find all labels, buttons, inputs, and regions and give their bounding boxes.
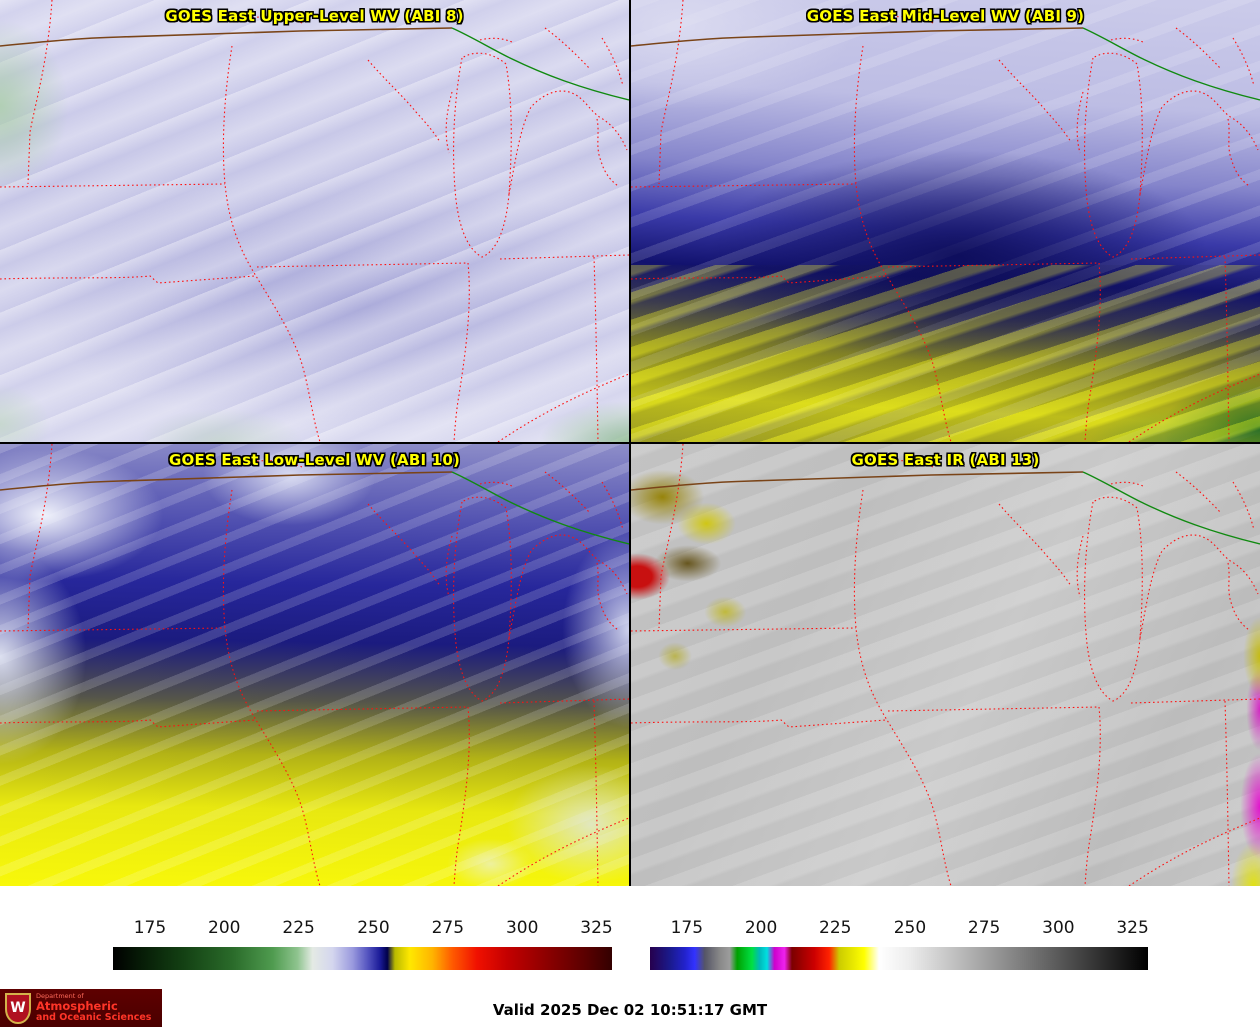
panel-title-upper-wv: GOES East Upper-Level WV (ABI 8) <box>165 7 464 25</box>
colorbar-tick: 300 <box>1042 918 1075 938</box>
panel-title-mid-wv: GOES East Mid-Level WV (ABI 9) <box>806 7 1085 25</box>
colorbar-tick: 225 <box>819 918 852 938</box>
colorbar-tick: 250 <box>357 918 390 938</box>
colorbar-tick: 275 <box>431 918 465 938</box>
logo-dept-line: Department of <box>36 992 84 1001</box>
uw-crest-icon: W <box>5 992 31 1024</box>
colorbar-tick: 325 <box>580 918 613 938</box>
colorbar-tick: 325 <box>1116 918 1149 938</box>
legend-area: 175 200 225 250 275 300 325 175 200 225 … <box>0 886 1260 1027</box>
colorbar-tick: 175 <box>133 918 167 938</box>
uw-aos-logo: W Department of Atmospheric and Oceanic … <box>0 989 162 1027</box>
wv-colorbar-ticks: 175 200 225 250 275 300 325 <box>113 916 613 944</box>
state-borders-overlay <box>631 0 1260 442</box>
ir-colorbar <box>650 947 1148 970</box>
ir-colorbar-block: 175 200 225 250 275 300 325 <box>650 916 1149 974</box>
valid-timestamp: Valid 2025 Dec 02 10:51:17 GMT <box>492 1001 768 1019</box>
state-borders-overlay <box>0 0 629 442</box>
panel-title-ir: GOES East IR (ABI 13) <box>851 451 1040 469</box>
wv-colorbar-block: 175 200 225 250 275 300 325 <box>113 916 613 974</box>
uw-aos-logo-text: Department of Atmospheric and Oceanic Sc… <box>36 993 151 1023</box>
panel-title-low-wv: GOES East Low-Level WV (ABI 10) <box>168 451 461 469</box>
wv-colorbar <box>113 947 612 970</box>
colorbar-tick: 275 <box>967 918 1001 938</box>
panel-goes-mid-level-wv: GOES East Mid-Level WV (ABI 9) <box>631 0 1260 442</box>
colorbar-tick: 225 <box>282 918 315 938</box>
colorbar-tick: 250 <box>893 918 927 938</box>
logo-oceanic-line: and Oceanic Sciences <box>36 1011 152 1023</box>
satellite-quad-grid: GOES East Upper-Level WV (ABI 8) GOES Ea… <box>0 0 1260 886</box>
logo-atmospheric-line: Atmospheric <box>36 999 118 1014</box>
colorbar-tick: 175 <box>670 918 704 938</box>
panel-goes-ir: GOES East IR (ABI 13) <box>631 444 1260 886</box>
state-borders-overlay <box>0 444 629 886</box>
colorbar-tick: 200 <box>208 918 241 938</box>
state-borders-overlay <box>631 444 1260 886</box>
colorbar-tick: 300 <box>505 918 539 938</box>
panel-goes-low-level-wv: GOES East Low-Level WV (ABI 10) <box>0 444 629 886</box>
ir-colorbar-ticks: 175 200 225 250 275 300 325 <box>650 916 1149 944</box>
colorbar-tick: 200 <box>744 918 778 938</box>
panel-goes-upper-level-wv: GOES East Upper-Level WV (ABI 8) <box>0 0 629 442</box>
